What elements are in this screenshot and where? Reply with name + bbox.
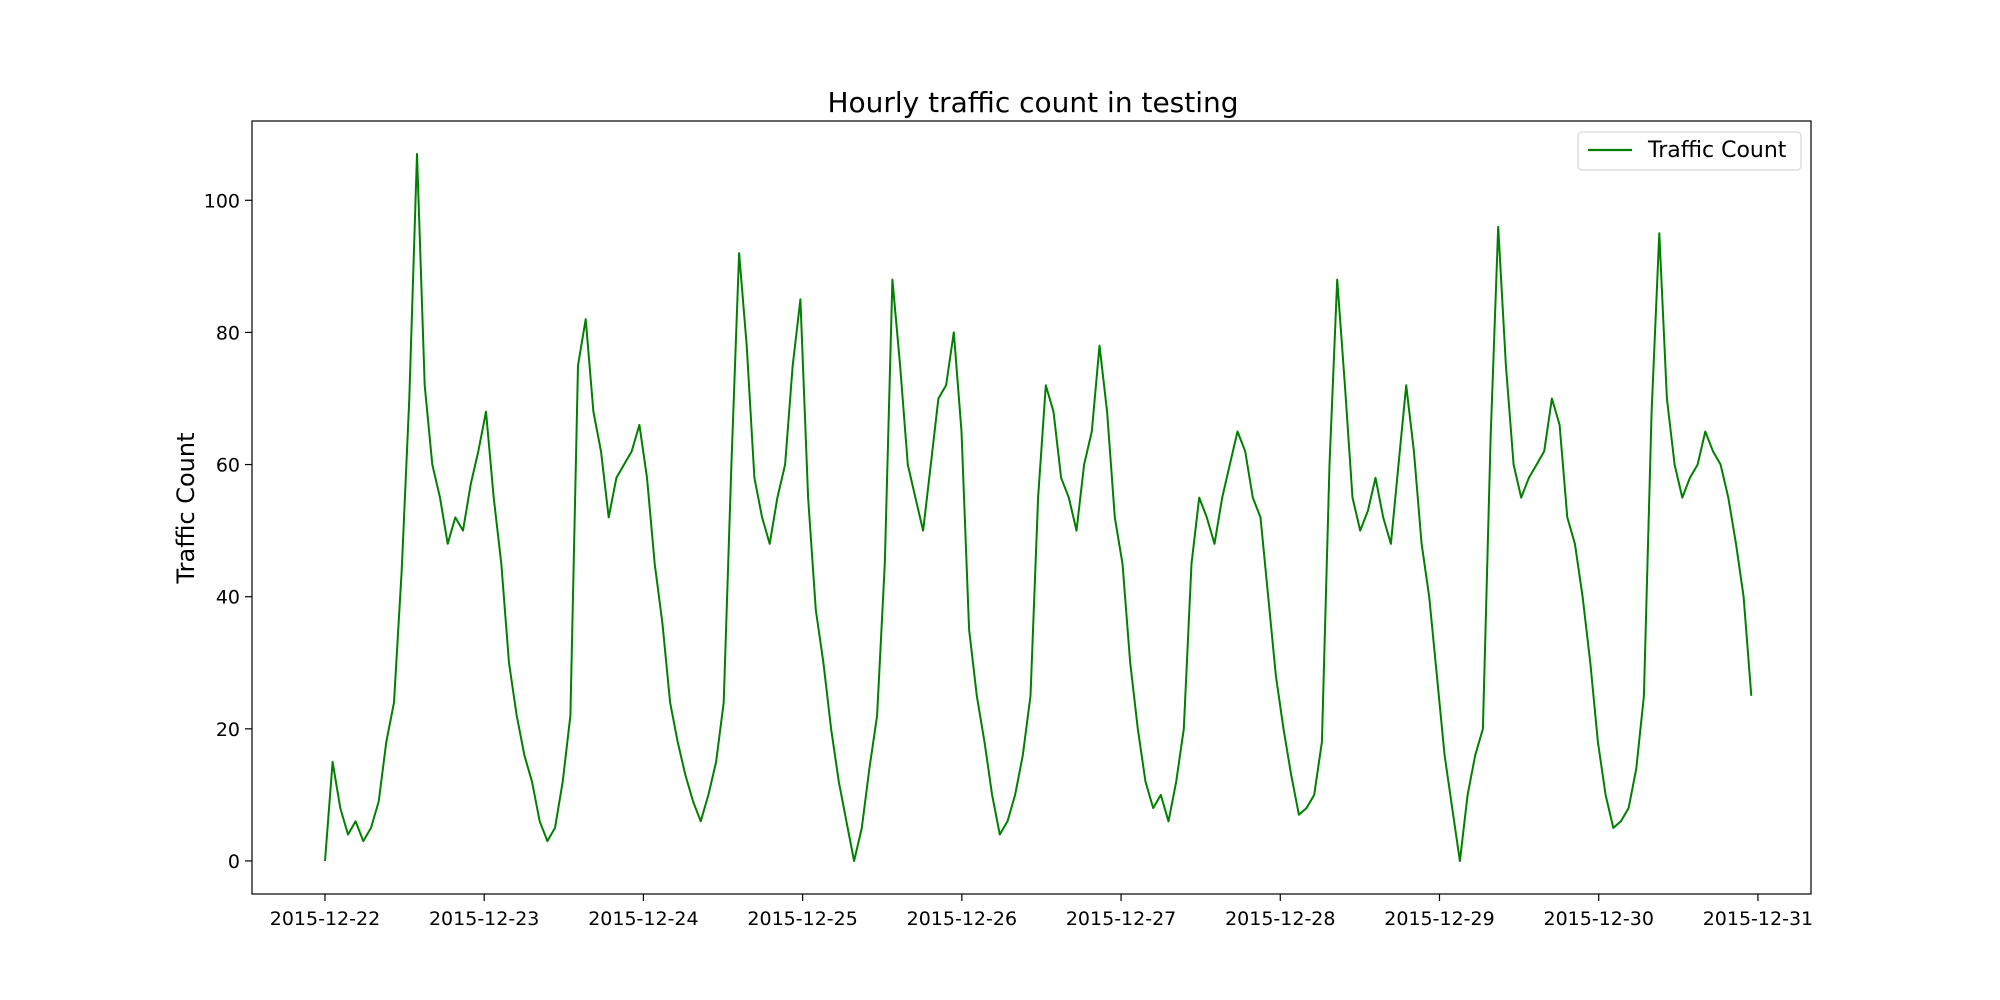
x-tick-label: 2015-12-25 <box>747 908 857 930</box>
plot-area <box>324 153 1753 862</box>
y-axis: 0 20 40 60 80 100 <box>204 190 252 873</box>
plot-frame <box>251 120 1812 895</box>
x-tick-label: 2015-12-26 <box>907 908 1017 930</box>
chart-title: Hourly traffic count in testing <box>827 86 1238 119</box>
y-tick-label: 80 <box>216 322 240 344</box>
x-tick-label: 2015-12-29 <box>1384 908 1494 930</box>
series-line-traffic-count <box>324 153 1753 862</box>
y-tick-label: 100 <box>204 190 240 212</box>
x-tick-label: 2015-12-23 <box>429 908 539 930</box>
y-tick-label: 0 <box>228 851 240 873</box>
x-tick-label: 2015-12-31 <box>1703 908 1813 930</box>
y-tick-label: 40 <box>216 587 240 609</box>
y-axis-label-group: Traffic Count <box>172 432 200 584</box>
legend-label: Traffic Count <box>1647 138 1787 163</box>
x-tick-label: 2015-12-22 <box>270 908 380 930</box>
x-tick-label: 2015-12-30 <box>1543 908 1653 930</box>
y-axis-label: Traffic Count <box>172 432 200 584</box>
x-tick-label: 2015-12-27 <box>1066 908 1176 930</box>
y-tick-label: 20 <box>216 719 240 741</box>
y-tick-label: 60 <box>216 455 240 477</box>
x-tick-label: 2015-12-24 <box>588 908 698 930</box>
x-axis: 2015-12-22 2015-12-23 2015-12-24 2015-12-25… <box>270 894 1813 930</box>
legend: Traffic Count <box>1577 131 1802 171</box>
x-tick-label: 2015-12-28 <box>1225 908 1335 930</box>
legend-box <box>1577 131 1802 171</box>
